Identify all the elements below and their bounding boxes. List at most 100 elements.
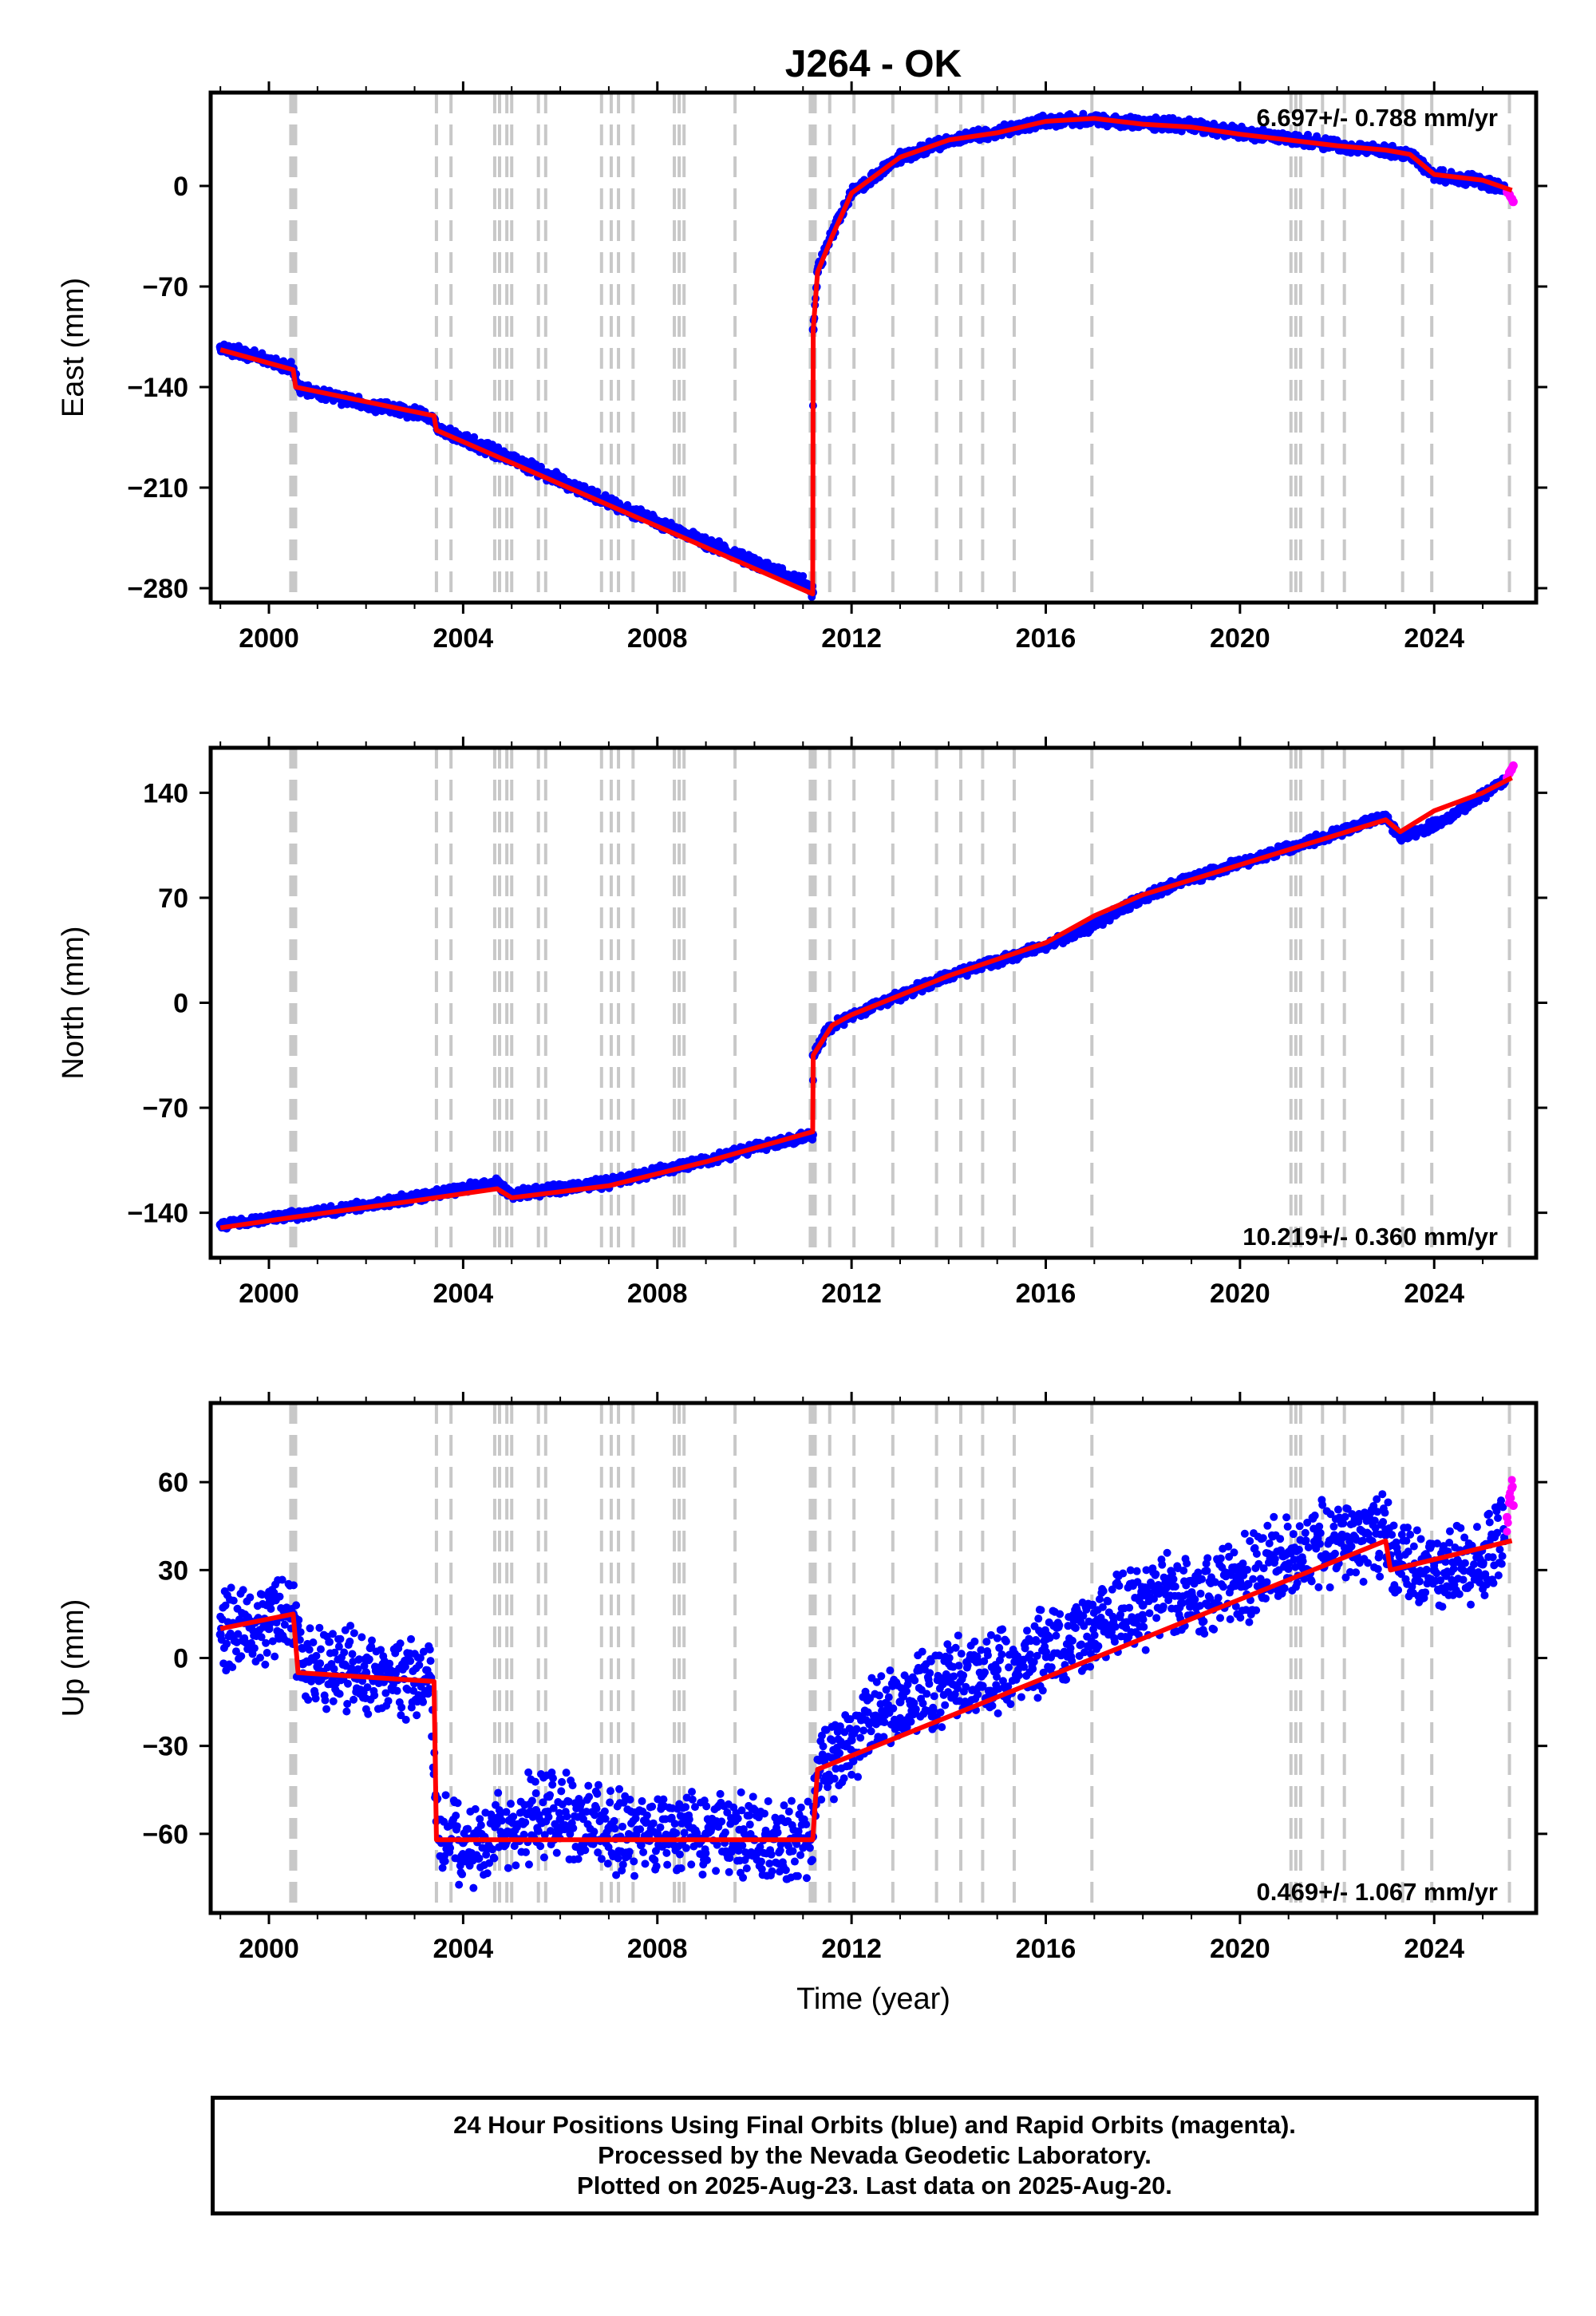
data-point bbox=[367, 1642, 376, 1651]
data-point bbox=[527, 1796, 536, 1805]
data-point bbox=[231, 1647, 240, 1656]
data-point bbox=[593, 488, 602, 496]
data-point bbox=[385, 1659, 394, 1668]
x-tick-label: 2004 bbox=[433, 1279, 494, 1309]
data-point bbox=[531, 1777, 539, 1786]
data-point bbox=[346, 1622, 355, 1630]
data-point bbox=[329, 1697, 338, 1705]
x-tick-label: 2016 bbox=[1016, 623, 1077, 654]
data-point bbox=[358, 1633, 366, 1642]
data-point bbox=[312, 1651, 321, 1660]
data-point bbox=[316, 1645, 325, 1654]
panel-1: 2000 2004 2008 2012 2016 2020 2024−140−7007014… bbox=[57, 737, 1547, 1309]
rapid-orbit-points bbox=[1502, 761, 1518, 783]
data-point bbox=[239, 1586, 247, 1595]
data-point bbox=[298, 1644, 306, 1653]
y-tick-label: 0 bbox=[173, 989, 188, 1019]
data-point bbox=[315, 1623, 324, 1632]
data-point bbox=[262, 1638, 271, 1647]
data-point bbox=[267, 1604, 275, 1613]
data-point bbox=[255, 1654, 264, 1662]
data-point bbox=[397, 1711, 405, 1720]
y-tick-label: −140 bbox=[127, 1199, 188, 1229]
data-point bbox=[223, 1639, 231, 1648]
data-point bbox=[311, 1694, 320, 1703]
data-point bbox=[250, 1644, 259, 1653]
data-point bbox=[425, 1685, 433, 1694]
model-line bbox=[219, 116, 1513, 597]
x-tick-label: 2024 bbox=[1404, 623, 1464, 654]
data-point bbox=[469, 1883, 478, 1892]
data-point bbox=[381, 1689, 390, 1697]
data-point bbox=[494, 1788, 503, 1797]
data-point bbox=[446, 1844, 455, 1852]
data-point bbox=[415, 1661, 424, 1670]
data-point bbox=[275, 1592, 284, 1601]
y-tick-label: −70 bbox=[142, 1093, 188, 1124]
data-point bbox=[397, 1703, 406, 1712]
data-point bbox=[363, 1683, 372, 1692]
x-tick-label: 2000 bbox=[239, 1279, 299, 1309]
data-point bbox=[340, 1648, 349, 1657]
y-tick-label: 70 bbox=[158, 883, 188, 914]
data-point bbox=[452, 1812, 460, 1820]
data-point bbox=[257, 1633, 266, 1642]
x-tick-label: 2020 bbox=[1210, 623, 1270, 654]
data-point bbox=[348, 1650, 357, 1658]
data-point bbox=[1508, 762, 1517, 771]
data-point bbox=[360, 1662, 369, 1670]
data-point bbox=[271, 1652, 279, 1661]
plot-area bbox=[215, 748, 1518, 1258]
data-point bbox=[364, 1709, 373, 1718]
data-point bbox=[808, 1135, 817, 1144]
data-point bbox=[453, 1799, 462, 1808]
data-point bbox=[222, 1666, 231, 1675]
data-point bbox=[488, 1845, 497, 1854]
data-point bbox=[261, 1660, 270, 1669]
data-point bbox=[419, 1647, 428, 1656]
data-point bbox=[839, 1021, 848, 1030]
y-tick-label: −140 bbox=[127, 373, 188, 403]
data-point bbox=[292, 1601, 301, 1610]
data-point bbox=[229, 1596, 238, 1605]
data-point bbox=[507, 1800, 516, 1808]
data-point bbox=[350, 1629, 358, 1638]
x-tick-label: 2016 bbox=[1016, 1279, 1077, 1309]
data-point bbox=[294, 1615, 303, 1624]
data-point bbox=[221, 1601, 230, 1610]
data-point bbox=[534, 1827, 543, 1836]
data-point bbox=[346, 1637, 354, 1646]
data-point bbox=[539, 1853, 548, 1862]
data-point bbox=[483, 1869, 492, 1878]
x-tick-label: 2000 bbox=[239, 623, 299, 654]
data-point bbox=[475, 1854, 484, 1863]
y-tick-label: −70 bbox=[142, 272, 188, 302]
data-point bbox=[365, 1655, 373, 1664]
plot-area bbox=[215, 1403, 1518, 1913]
data-point bbox=[322, 1705, 331, 1713]
data-point bbox=[490, 1854, 499, 1863]
data-point bbox=[458, 1870, 467, 1879]
data-point bbox=[407, 1634, 416, 1643]
data-point bbox=[497, 1816, 506, 1825]
data-point bbox=[306, 1624, 314, 1633]
data-point bbox=[396, 1639, 405, 1648]
data-point bbox=[1508, 198, 1517, 207]
rapid-orbit-points bbox=[1502, 187, 1518, 207]
final-orbit-points bbox=[215, 1490, 1509, 1892]
data-point bbox=[519, 1830, 528, 1839]
y-axis-label: East (mm) bbox=[57, 278, 90, 417]
data-point bbox=[289, 1581, 298, 1590]
data-point bbox=[524, 1860, 533, 1869]
data-point bbox=[540, 1831, 549, 1840]
data-point bbox=[263, 1649, 271, 1658]
data-point bbox=[270, 1588, 279, 1597]
data-point bbox=[485, 1859, 494, 1867]
data-point bbox=[524, 1768, 533, 1777]
data-point bbox=[531, 1789, 540, 1798]
data-point bbox=[309, 1638, 318, 1647]
data-point bbox=[393, 1686, 401, 1695]
data-point bbox=[296, 1628, 305, 1637]
data-point bbox=[304, 1695, 313, 1704]
